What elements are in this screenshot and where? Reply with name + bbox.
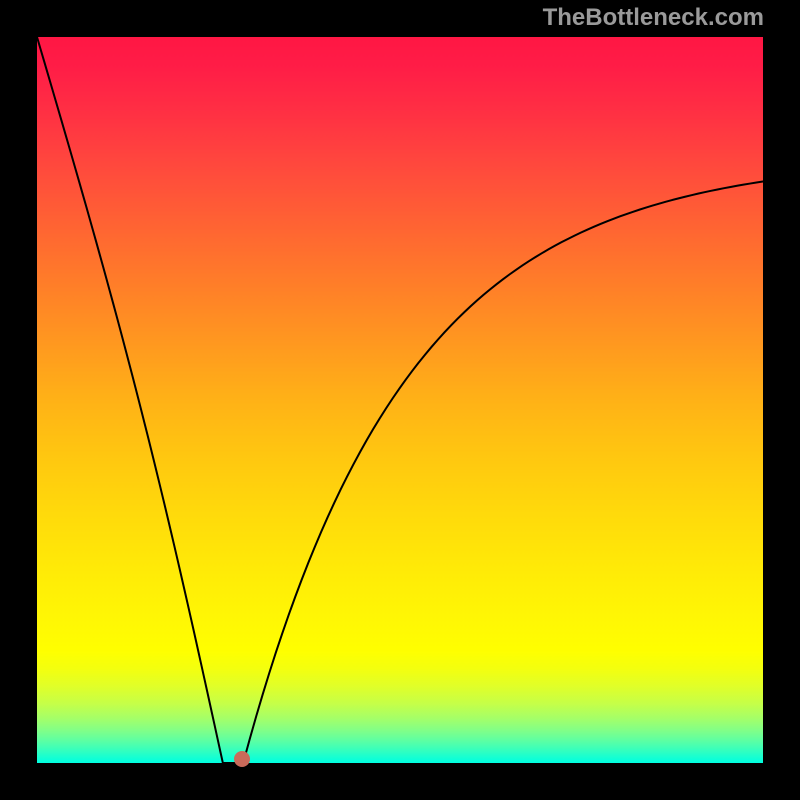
plot-area bbox=[37, 37, 763, 763]
curve-minimum-marker bbox=[234, 751, 250, 767]
watermark-text: TheBottleneck.com bbox=[543, 4, 764, 32]
bottleneck-curve bbox=[37, 37, 763, 763]
bottleneck-curve-svg bbox=[37, 37, 763, 763]
chart-stage: TheBottleneck.com bbox=[0, 0, 800, 800]
